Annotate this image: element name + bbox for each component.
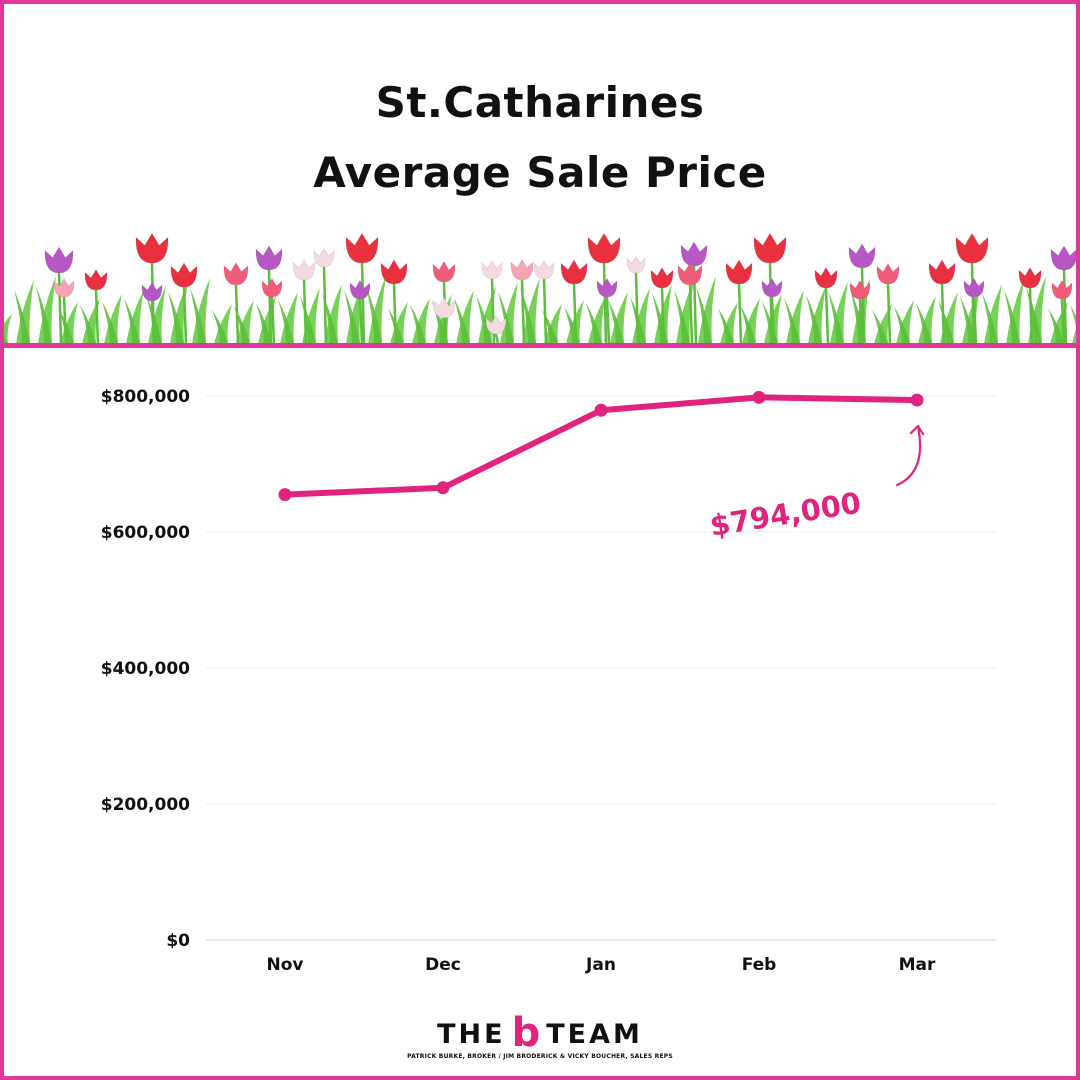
grass-leaves <box>4 276 1076 344</box>
tulip-flower <box>626 255 646 274</box>
annotation-arrow <box>895 424 922 487</box>
logo-the: THE <box>437 1019 506 1050</box>
tulip-flower <box>677 261 703 286</box>
tulip-flower <box>432 296 456 319</box>
tulip-flower <box>223 261 249 286</box>
tulip-flower <box>560 258 588 285</box>
tulip-flower <box>141 281 163 302</box>
annotation-label: $794,000 <box>708 486 864 543</box>
tulip-flower <box>955 232 989 264</box>
tulip-flower <box>848 242 876 269</box>
y-tick-label: $200,000 <box>101 795 190 815</box>
tulip-flower <box>596 277 618 298</box>
the-b-team-logo: THE b TEAM PATRICK BURKE, BROKER / JIM B… <box>4 1010 1076 1060</box>
logo-team: TEAM <box>546 1019 643 1050</box>
tulip-flower <box>135 232 169 264</box>
x-axis-labels: Nov Dec Jan Feb Mar <box>267 955 936 975</box>
tulip-flower <box>170 261 198 288</box>
tulip-flower <box>1050 244 1076 271</box>
logo-b-mark: b <box>511 1010 541 1056</box>
tulip-flower <box>510 258 534 281</box>
tulip-flower <box>432 260 456 283</box>
line-chart: $0 $200,000 $400,000 $600,000 $800,000 Nov Dec… <box>101 387 996 975</box>
title-line-2: Average Sale Price <box>313 148 767 197</box>
tulip-flower <box>928 258 956 285</box>
tulip-flower <box>876 262 900 285</box>
tulip-flower <box>1018 266 1042 289</box>
tulip-flower <box>380 258 408 285</box>
tulip-flower <box>349 279 371 300</box>
logo-wordmark: THE b TEAM <box>437 1010 643 1056</box>
x-tick-label: Jan <box>585 955 616 975</box>
arrow-head <box>909 424 925 436</box>
tulip-flower <box>53 277 75 298</box>
tulip-flower <box>963 277 985 298</box>
tulip-flower <box>761 277 783 298</box>
tulip-flower <box>1051 279 1073 300</box>
y-tick-label: $600,000 <box>101 523 190 543</box>
y-tick-label: $0 <box>166 931 190 951</box>
tulip-flower <box>481 259 503 280</box>
tulip-flower <box>313 247 335 268</box>
y-axis-labels: $0 $200,000 $400,000 $600,000 $800,000 <box>101 387 190 951</box>
logo-subtitle: PATRICK BURKE, BROKER / JIM BRODERICK & … <box>407 1053 673 1060</box>
data-point <box>436 481 450 495</box>
tulip-flower <box>292 258 316 281</box>
tulip-flowers <box>44 232 1076 344</box>
tulip-flower <box>261 277 283 298</box>
tulip-flower <box>650 266 674 289</box>
price-annotation: $794,000 <box>708 424 925 543</box>
chart-title: St.Catharines Average Sale Price <box>4 68 1076 208</box>
tulip-flower <box>725 258 753 285</box>
data-point <box>594 403 608 417</box>
tulip-flower <box>533 259 555 280</box>
divider-line <box>4 343 1076 348</box>
x-tick-label: Feb <box>742 955 777 975</box>
tulip-flower <box>255 244 283 271</box>
tulip-flower <box>587 232 621 264</box>
tulip-flower <box>84 268 108 291</box>
tulip-flower <box>680 240 708 267</box>
data-point <box>910 393 924 407</box>
tulip-border-decoration <box>4 232 1076 344</box>
y-tick-label: $400,000 <box>101 659 190 679</box>
title-line-1: St.Catharines <box>375 78 705 127</box>
tulip-flower <box>345 232 379 264</box>
data-point <box>278 488 292 502</box>
gridlines <box>206 395 996 941</box>
tulip-flower <box>814 266 838 289</box>
data-point <box>752 390 766 404</box>
y-tick-label: $800,000 <box>101 387 190 407</box>
x-tick-label: Nov <box>267 955 304 975</box>
tulip-flower <box>753 232 787 264</box>
tulip-flower <box>44 246 74 274</box>
tulip-flower <box>849 279 871 300</box>
tulip-flower <box>485 314 507 335</box>
x-tick-label: Mar <box>899 955 936 975</box>
x-tick-label: Dec <box>425 955 461 975</box>
data-points <box>278 390 924 502</box>
